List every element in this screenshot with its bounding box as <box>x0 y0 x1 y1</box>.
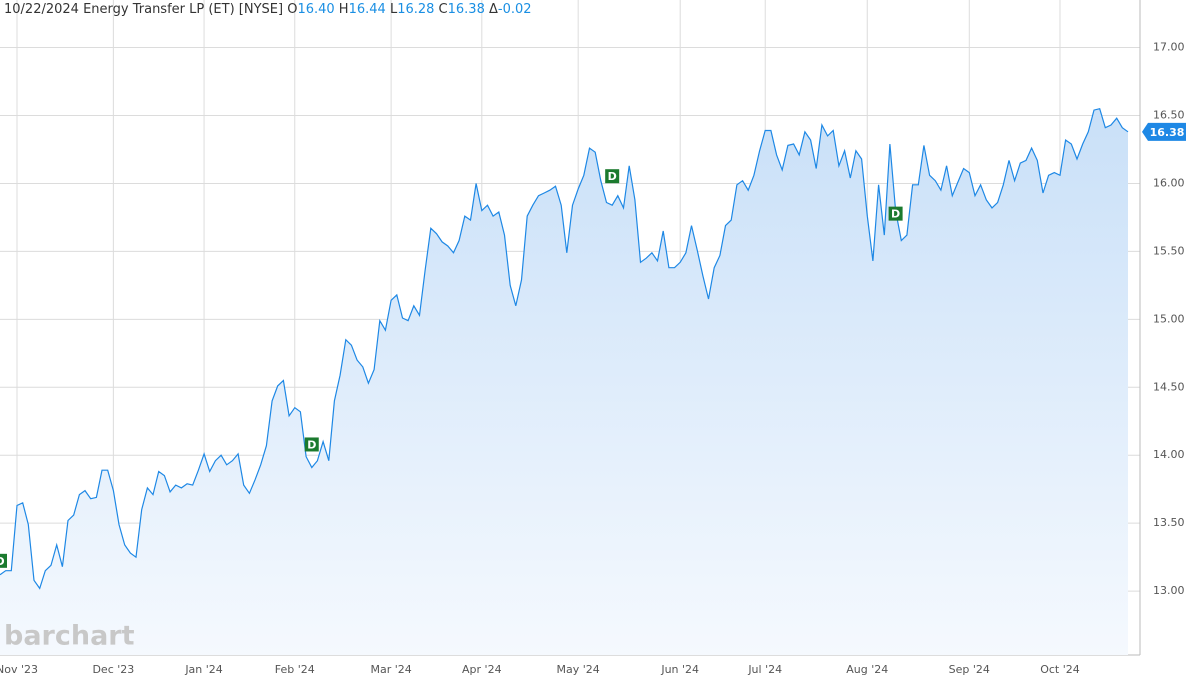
y-tick-label: 15.00 <box>1153 312 1185 325</box>
x-tick-label: Jul '24 <box>747 663 782 676</box>
last-price-label: 16.38 <box>1150 126 1185 139</box>
dividend-label: D <box>891 208 900 221</box>
area <box>0 108 1128 655</box>
quote-title: Energy Transfer LP (ET) [NYSE] <box>83 2 284 17</box>
dividend-marker <box>0 553 7 568</box>
y-tick-label: 14.50 <box>1153 380 1185 393</box>
x-tick-label: Dec '23 <box>92 663 134 676</box>
dividend-marker <box>888 206 903 221</box>
x-tick-label: Mar '24 <box>370 663 411 676</box>
y-tick-label: 14.00 <box>1153 448 1185 461</box>
quote-value: 16.40 <box>297 2 335 17</box>
dividend-label: D <box>608 170 617 183</box>
x-tick-label: Oct '24 <box>1040 663 1080 676</box>
quote-field: Δ <box>488 2 498 17</box>
x-tick-label: Aug '24 <box>846 663 888 676</box>
quote-field: H <box>338 2 349 17</box>
x-tick-label: Sep '24 <box>949 663 990 676</box>
x-tick-label: Nov '23 <box>0 663 38 676</box>
quote-value: 16.38 <box>447 2 485 17</box>
last-price-badge <box>1142 122 1186 141</box>
quote-header: 10/22/2024 Energy Transfer LP (ET) [NYSE… <box>4 2 532 17</box>
quote-field: O <box>287 2 298 17</box>
dividend-label: D <box>307 438 316 451</box>
watermark: barchart <box>4 621 135 652</box>
y-tick-label: 16.00 <box>1153 176 1185 189</box>
y-tick-label: 13.50 <box>1153 516 1185 529</box>
x-tick-label: Feb '24 <box>275 663 315 676</box>
quote-value: -0.02 <box>497 2 532 17</box>
x-tick-label: Apr '24 <box>462 663 502 676</box>
y-tick-label: 13.00 <box>1153 584 1185 597</box>
quote-date: 10/22/2024 <box>4 2 79 17</box>
quote-field: L <box>389 2 398 17</box>
x-tick-label: Jun '24 <box>660 663 699 676</box>
line <box>0 107 1129 590</box>
x-tick-label: Jan '24 <box>184 663 222 676</box>
y-tick-label: 15.50 <box>1153 244 1185 257</box>
x-tick-label: May '24 <box>557 663 600 676</box>
y-tick-label: 17.00 <box>1153 41 1185 54</box>
y-tick-label: 16.50 <box>1153 109 1185 122</box>
quote-field: C <box>438 2 448 17</box>
dividend-marker <box>304 437 319 452</box>
quote-value: 16.44 <box>348 2 386 17</box>
quote-value: 16.28 <box>397 2 435 17</box>
dividend-marker <box>605 169 620 184</box>
dividend-label: D <box>0 555 5 568</box>
